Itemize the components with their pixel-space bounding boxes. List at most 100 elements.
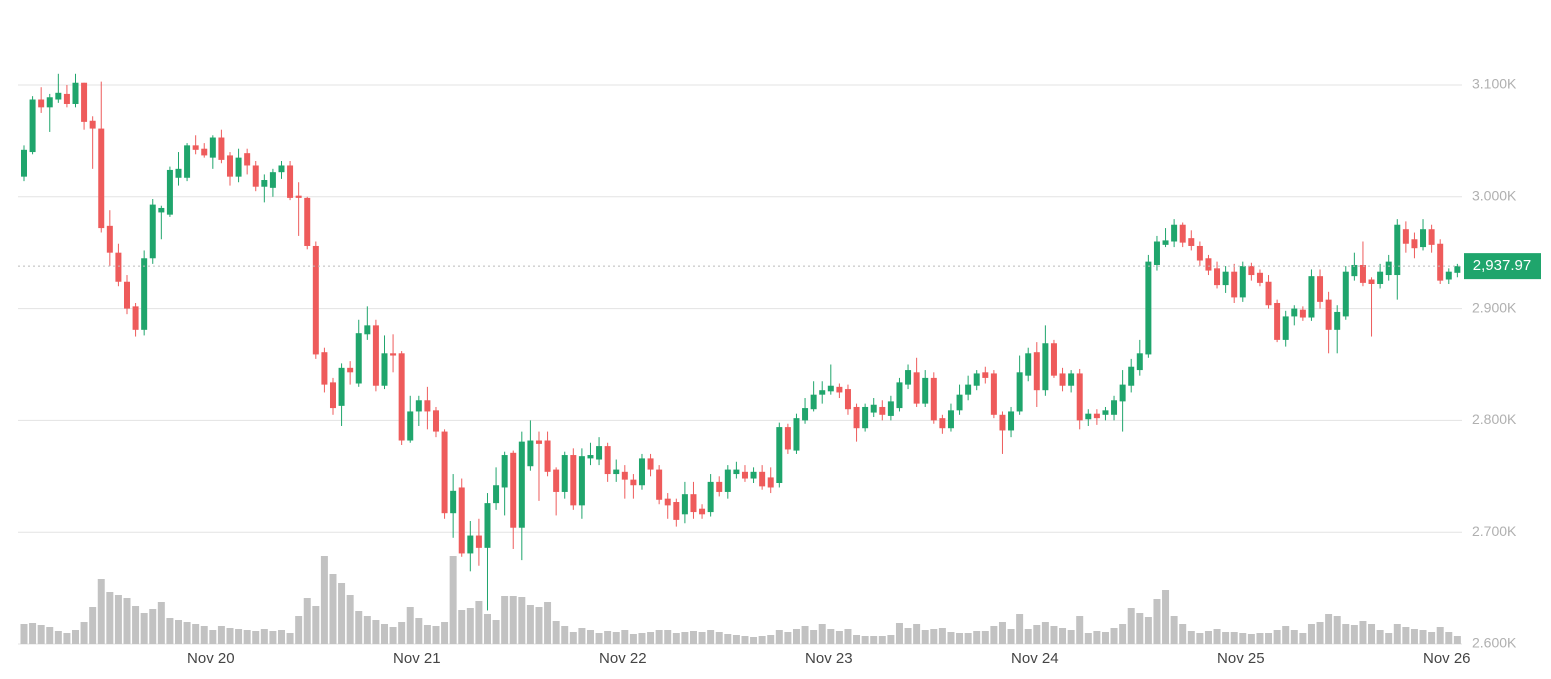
x-tick-label: Nov 23 <box>805 650 853 667</box>
volume-bar <box>1119 624 1127 644</box>
volume-bar <box>827 629 835 644</box>
candle-body <box>973 373 980 386</box>
candle-body <box>784 427 791 450</box>
volume-bar <box>389 627 397 644</box>
candle-body <box>141 258 148 330</box>
candle-body <box>905 370 912 385</box>
volume-bar <box>758 636 766 644</box>
volume-bar <box>1144 617 1152 644</box>
candle-body <box>819 390 826 395</box>
candle-body <box>278 165 285 173</box>
volume-bar <box>801 626 809 644</box>
volume-bar <box>1436 627 1444 644</box>
candle-body <box>853 406 860 429</box>
candle-body <box>364 325 371 335</box>
candle-body <box>209 137 216 158</box>
candle-body <box>501 455 508 488</box>
volume-bar <box>1325 614 1333 644</box>
volume-bar <box>54 631 62 644</box>
candle-body <box>656 469 663 500</box>
volume-bar <box>1256 633 1264 644</box>
candle-body <box>415 400 422 412</box>
y-tick-label: 3.000K <box>1472 187 1517 203</box>
candle-body <box>166 169 173 215</box>
candle-body <box>1016 372 1023 412</box>
candle-body <box>1411 239 1418 249</box>
volume-bar <box>286 633 294 644</box>
volume-bar <box>132 606 140 644</box>
candle-body <box>896 382 903 409</box>
volume-bar <box>732 635 740 644</box>
volume-bar <box>1428 632 1436 644</box>
volume-bar <box>878 636 886 644</box>
volume-bar <box>226 628 234 644</box>
candle-body <box>879 406 886 415</box>
candle-body <box>776 427 783 483</box>
x-tick-label: Nov 26 <box>1423 650 1471 667</box>
candle-body <box>1085 413 1092 420</box>
candle-body <box>1445 271 1452 280</box>
volume-bar <box>1076 616 1084 644</box>
volume-bar <box>681 632 689 644</box>
volume-bar <box>149 609 157 644</box>
candle-body <box>1239 266 1246 298</box>
volume-bar <box>612 632 620 644</box>
candle-body <box>1274 302 1281 340</box>
candle-body <box>1128 366 1135 386</box>
candle-body <box>244 153 251 166</box>
volume-bar <box>1368 624 1376 644</box>
volume-bar <box>707 630 715 644</box>
volume-bar <box>921 630 929 644</box>
candle-body <box>21 149 27 177</box>
volume-bar <box>698 632 706 644</box>
volume-bar <box>200 626 208 644</box>
volume-bar <box>80 622 88 644</box>
volume-bar <box>664 630 672 644</box>
candle-body <box>1111 400 1118 415</box>
volume-bar <box>535 607 543 644</box>
candle-body <box>570 455 577 506</box>
candle-body <box>1162 240 1169 245</box>
candle-body <box>458 487 465 554</box>
x-tick-label: Nov 24 <box>1011 650 1059 667</box>
candle-body <box>1008 411 1015 431</box>
candle-body <box>1196 245 1203 261</box>
volume-bar <box>1393 624 1401 644</box>
volume-bar <box>97 579 105 644</box>
volume-bar <box>964 633 972 644</box>
volume-bar <box>1059 628 1067 644</box>
candle-body <box>922 377 929 404</box>
candle-body <box>1025 353 1032 376</box>
volume-bar <box>355 611 363 644</box>
volume-bar <box>252 631 260 644</box>
volume-bar <box>1093 631 1101 644</box>
candle-body <box>1153 241 1160 265</box>
candle-body <box>1317 276 1324 302</box>
candle-body <box>638 458 645 486</box>
candle-body <box>424 400 431 412</box>
volume-bar <box>998 622 1006 644</box>
candle-body <box>1119 384 1126 402</box>
candle-body <box>38 99 45 108</box>
volume-bar <box>209 630 217 644</box>
candle-body <box>913 372 920 404</box>
volume-bar <box>174 620 182 644</box>
volume-bar <box>629 634 637 644</box>
volume-bar <box>406 607 414 644</box>
volume-bar <box>1007 629 1015 644</box>
volume-bar <box>46 627 54 644</box>
volume-bar <box>578 628 586 644</box>
volume-bar <box>1385 633 1393 644</box>
candle-body <box>467 535 474 554</box>
candle-body <box>1394 224 1401 276</box>
volume-bar <box>895 623 903 644</box>
volume-bar <box>277 630 285 644</box>
candle-body <box>1222 271 1229 286</box>
candle-body <box>1359 264 1366 283</box>
volume-bar <box>1033 625 1041 644</box>
candle-body <box>1402 229 1409 244</box>
volume-bar <box>1282 626 1290 644</box>
candle-body <box>518 441 525 528</box>
candle-body <box>432 410 439 432</box>
candle-body <box>690 494 697 513</box>
